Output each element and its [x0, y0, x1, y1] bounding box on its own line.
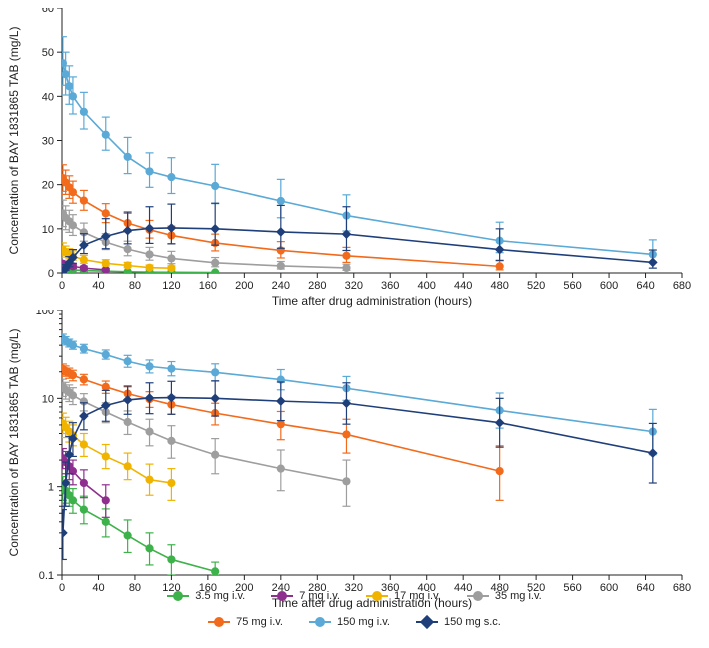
svg-text:0.1: 0.1: [39, 570, 54, 582]
svg-text:120: 120: [162, 280, 180, 292]
svg-text:50: 50: [42, 47, 54, 59]
svg-text:160: 160: [199, 280, 217, 292]
svg-text:560: 560: [563, 280, 581, 292]
legend-item-s150iv: 150 mg i.v.: [309, 616, 390, 628]
legend: 3.5 mg i.v. 7 mg i.v. 17 mg i.v. 35 mg i.v.…: [0, 590, 709, 628]
svg-text:100: 100: [36, 310, 54, 317]
legend-label: 150 mg i.v.: [337, 616, 390, 628]
legend-label: 75 mg i.v.: [236, 616, 283, 628]
legend-item-s75: 75 mg i.v.: [208, 616, 283, 628]
svg-text:640: 640: [636, 280, 654, 292]
svg-text:440: 440: [454, 280, 472, 292]
svg-text:Time after drug administration: Time after drug administration (hours): [272, 294, 472, 308]
svg-text:200: 200: [235, 280, 253, 292]
concentration-chart-linear: 0408012016020024028032036040044048052056…: [0, 8, 709, 313]
svg-text:400: 400: [418, 280, 436, 292]
svg-text:60: 60: [42, 8, 54, 15]
legend-label: 150 mg s.c.: [444, 616, 501, 628]
svg-text:Concentration of BAY 1831865 T: Concentration of BAY 1831865 TAB (mg/L): [7, 27, 21, 255]
svg-text:80: 80: [129, 280, 141, 292]
svg-text:320: 320: [345, 280, 363, 292]
legend-label: 35 mg i.v.: [495, 590, 542, 602]
legend-label: 17 mg i.v.: [394, 590, 441, 602]
legend-item-s35b: 35 mg i.v.: [467, 590, 542, 602]
svg-text:1: 1: [48, 482, 54, 494]
svg-text:360: 360: [381, 280, 399, 292]
svg-text:480: 480: [490, 280, 508, 292]
svg-text:680: 680: [673, 280, 691, 292]
svg-text:240: 240: [272, 280, 290, 292]
svg-text:0: 0: [48, 268, 54, 280]
legend-item-s35: 3.5 mg i.v.: [167, 590, 245, 602]
svg-text:600: 600: [600, 280, 618, 292]
svg-text:40: 40: [42, 91, 54, 103]
legend-item-s150sc: 150 mg s.c.: [416, 616, 501, 628]
svg-text:40: 40: [92, 280, 104, 292]
svg-text:520: 520: [527, 280, 545, 292]
legend-item-s7: 7 mg i.v.: [271, 590, 340, 602]
legend-item-s17: 17 mg i.v.: [366, 590, 441, 602]
legend-label: 3.5 mg i.v.: [195, 590, 245, 602]
svg-text:20: 20: [42, 180, 54, 192]
svg-text:10: 10: [42, 393, 54, 405]
svg-text:30: 30: [42, 136, 54, 148]
legend-label: 7 mg i.v.: [299, 590, 340, 602]
svg-text:Concentration of BAY 1831865 T: Concentration of BAY 1831865 TAB (mg/L): [7, 329, 21, 557]
svg-text:280: 280: [308, 280, 326, 292]
svg-text:0: 0: [59, 280, 65, 292]
svg-text:10: 10: [42, 224, 54, 236]
concentration-chart-log: 0408012016020024028032036040044048052056…: [0, 310, 709, 615]
